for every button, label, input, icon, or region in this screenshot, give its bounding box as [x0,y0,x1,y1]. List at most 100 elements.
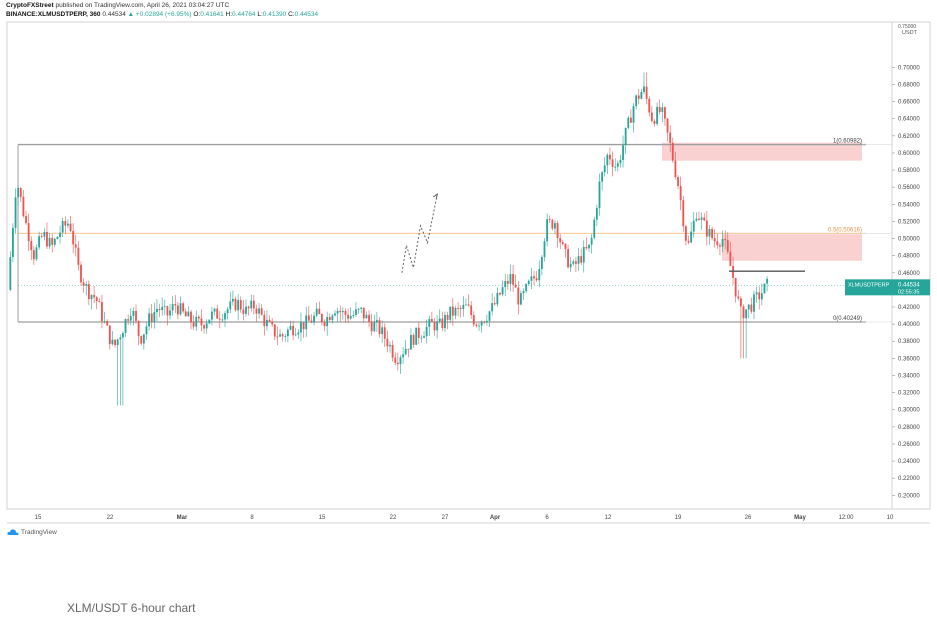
candle-body [90,294,93,300]
candle-body [499,292,501,295]
candle [543,238,546,262]
candle-body [407,348,410,350]
y-tick-label: 0.64000 [898,117,920,123]
candle-body [124,319,127,333]
candle [614,158,617,172]
candle [593,216,596,240]
tradingview-logo[interactable]: TradingView [7,528,57,536]
candle-body [758,292,761,300]
candle-body [444,314,446,329]
candle [428,315,431,336]
projection-arrow [432,192,438,200]
candle-body [336,310,339,314]
candle [328,313,331,321]
candle-body [250,300,253,309]
candle-body [307,315,310,321]
candle [12,223,14,263]
candle [488,310,491,327]
candle-body [679,185,682,201]
candle-body [334,313,336,316]
candle [145,322,148,340]
candle-body [103,320,106,322]
candle [184,308,187,317]
candle [349,307,352,320]
candle [420,335,423,343]
candle [546,213,549,247]
candle-body [483,321,486,323]
candle-body [114,339,116,346]
candle [483,320,486,325]
candle [454,305,457,320]
candle [520,290,522,306]
candle [433,318,436,336]
candle [213,307,216,316]
candle [158,303,161,318]
candle [161,297,164,316]
candle-body [493,303,496,305]
candle [472,311,475,328]
candle [527,279,530,286]
candle-body [116,339,119,346]
candle [664,106,666,126]
y-tick-label: 0.28000 [898,425,920,431]
candle-body [161,306,164,311]
candle [493,296,496,306]
candle-body [598,181,601,209]
candle-body [595,208,598,220]
candle-body [276,336,279,338]
figure-caption: XLM/USDT 6-hour chart [67,601,196,615]
candle-body [383,327,386,339]
candle-body [635,95,638,107]
candle-body [496,292,499,305]
candle-body [315,308,318,316]
candle [357,307,360,315]
candle-body [370,321,373,332]
candle-body [692,220,695,232]
candle [692,212,695,238]
candle [682,195,685,232]
candle-body [17,187,20,198]
candle [690,221,693,244]
candle [114,339,116,348]
candle-body [509,273,512,284]
candle-body [619,159,622,164]
candle [619,154,622,168]
high-label: H: [225,11,233,18]
candle [77,241,80,271]
candle [635,94,638,110]
candle-body [245,306,247,314]
candle [69,216,72,233]
y-tick-label: 0.46000 [898,271,920,277]
candle [580,248,583,266]
candle [297,329,300,339]
candle-body [69,223,72,231]
candle-body [300,322,302,333]
candle-body [601,172,604,182]
candle-body [216,308,219,319]
candle [637,89,640,105]
candle-body [46,232,48,247]
candle-body [491,303,494,312]
candle-body [158,308,161,311]
candle-body [32,250,35,260]
candle-body [85,284,88,286]
candle-body [522,291,525,294]
price-tag-symbol: XLMUSDTPERP [848,282,890,288]
high-value: 0.44764 [232,11,256,18]
candle [394,352,397,366]
candle-body [190,311,192,323]
candle [231,290,234,306]
candle-body [554,223,556,229]
candle-body [650,112,653,122]
candle [129,308,132,326]
candle [38,231,41,250]
candle-body [611,159,614,167]
candle-body [341,310,344,313]
candle-body [135,310,137,321]
candle-body [211,311,213,320]
candle-body [574,261,577,264]
candle [216,304,219,319]
candle-body [281,334,284,337]
candle [485,314,488,326]
